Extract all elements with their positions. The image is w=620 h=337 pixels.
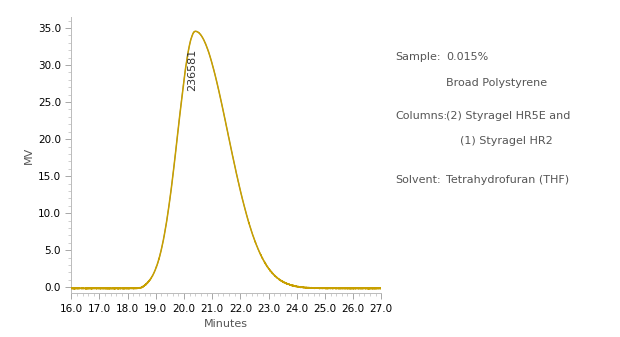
Text: Columns:: Columns:	[396, 111, 448, 121]
X-axis label: Minutes: Minutes	[205, 319, 248, 329]
Text: Solvent:: Solvent:	[396, 175, 441, 185]
Text: (2) Styragel HR5E and: (2) Styragel HR5E and	[446, 111, 571, 121]
Text: Sample:: Sample:	[396, 52, 441, 62]
Text: Broad Polystyrene: Broad Polystyrene	[446, 78, 547, 88]
Text: (1) Styragel HR2: (1) Styragel HR2	[446, 136, 553, 147]
Text: 236581: 236581	[187, 49, 197, 91]
Y-axis label: MV: MV	[24, 146, 33, 164]
Text: Tetrahydrofuran (THF): Tetrahydrofuran (THF)	[446, 175, 570, 185]
Text: 0.015%: 0.015%	[446, 52, 489, 62]
